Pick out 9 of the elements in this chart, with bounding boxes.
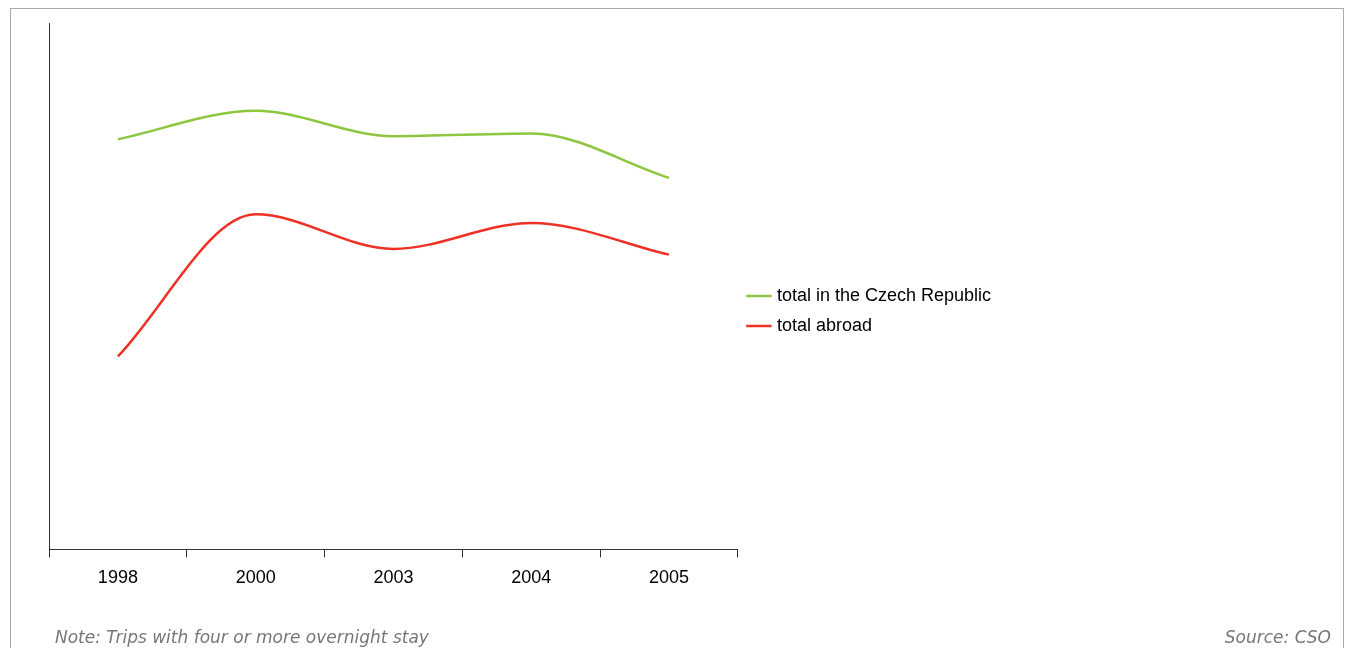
text: Note: Trips with four or more overnight stay <box>55 627 429 647</box>
legend-label: total abroad <box>776 314 872 335</box>
x-tick-label: 2003 <box>373 567 414 588</box>
source-note: Source: CSO <box>1224 627 1331 647</box>
x-tick-label: 2000 <box>235 567 276 588</box>
legend-label: total in the Czech Republic <box>776 284 992 305</box>
x-tick-label: 2005 <box>648 567 690 588</box>
x-tick-label: 2004 <box>511 567 552 588</box>
x-tick-label: 1998 <box>97 567 138 588</box>
